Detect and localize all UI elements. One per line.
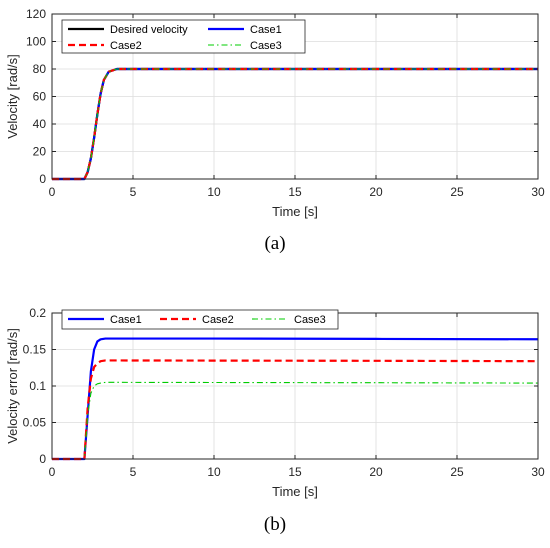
x-tick-label: 20 (369, 465, 383, 479)
panel-caption: (a) (264, 233, 285, 254)
legend-box (61, 309, 339, 330)
x-tick-label: 15 (288, 465, 302, 479)
x-tick-label: 5 (130, 185, 137, 199)
velocity-chart: 0 5 10 15 20 25 30 0 20 40 60 80 100 120 Time [s] Veloc… (5, 7, 545, 254)
y-tick-label: 80 (33, 62, 47, 76)
legend-label: Case3 (294, 314, 326, 326)
y-axis-label: Velocity error [rad/s] (5, 328, 20, 444)
x-tick-label: 5 (130, 465, 137, 479)
velocity-error-chart: 0 5 10 15 20 25 30 0 0.05 0.1 0.15 0.2 Time [s] Veloc… (5, 306, 545, 535)
legend-label: Case2 (202, 314, 234, 326)
x-tick-label: 30 (531, 465, 545, 479)
y-tick-label: 0.2 (29, 306, 46, 320)
y-axis-label: Velocity [rad/s] (5, 54, 20, 139)
x-tick-label: 15 (288, 185, 302, 199)
legend-label: Case2 (110, 40, 142, 52)
x-tick-label: 10 (207, 185, 221, 199)
legend-box (61, 19, 306, 54)
y-tick-label: 0.05 (23, 416, 47, 430)
series-line-case3 (52, 381, 539, 460)
x-tick-label: 25 (450, 465, 464, 479)
y-tick-label: 100 (26, 35, 46, 49)
y-tick-label: 0 (39, 172, 46, 186)
legend-label: Case1 (110, 314, 142, 326)
legend-label: Case3 (250, 40, 282, 52)
x-axis-label: Time [s] (272, 204, 318, 219)
y-tick-label: 20 (33, 145, 47, 159)
y-tick-label: 40 (33, 117, 47, 131)
x-tick-label: 30 (531, 185, 545, 199)
panel-caption: (b) (264, 514, 286, 535)
x-tick-label: 10 (207, 465, 221, 479)
y-tick-label: 0 (39, 452, 46, 466)
y-tick-label: 60 (33, 90, 47, 104)
x-tick-label: 0 (49, 185, 56, 199)
y-tick-label: 120 (26, 7, 46, 21)
legend-label: Desired velocity (110, 24, 188, 36)
x-tick-label: 25 (450, 185, 464, 199)
series-line-case3 (52, 68, 538, 180)
x-tick-label: 0 (49, 465, 56, 479)
legend: Desired velocity Case1 Case2 Case3 (61, 19, 306, 54)
y-tick-label: 0.1 (29, 379, 46, 393)
x-tick-label: 20 (369, 185, 383, 199)
y-tick-label: 0.15 (23, 343, 47, 357)
legend: Case1 Case2 Case3 (61, 309, 339, 330)
x-axis-label: Time [s] (272, 484, 318, 499)
legend-label: Case1 (250, 24, 282, 36)
